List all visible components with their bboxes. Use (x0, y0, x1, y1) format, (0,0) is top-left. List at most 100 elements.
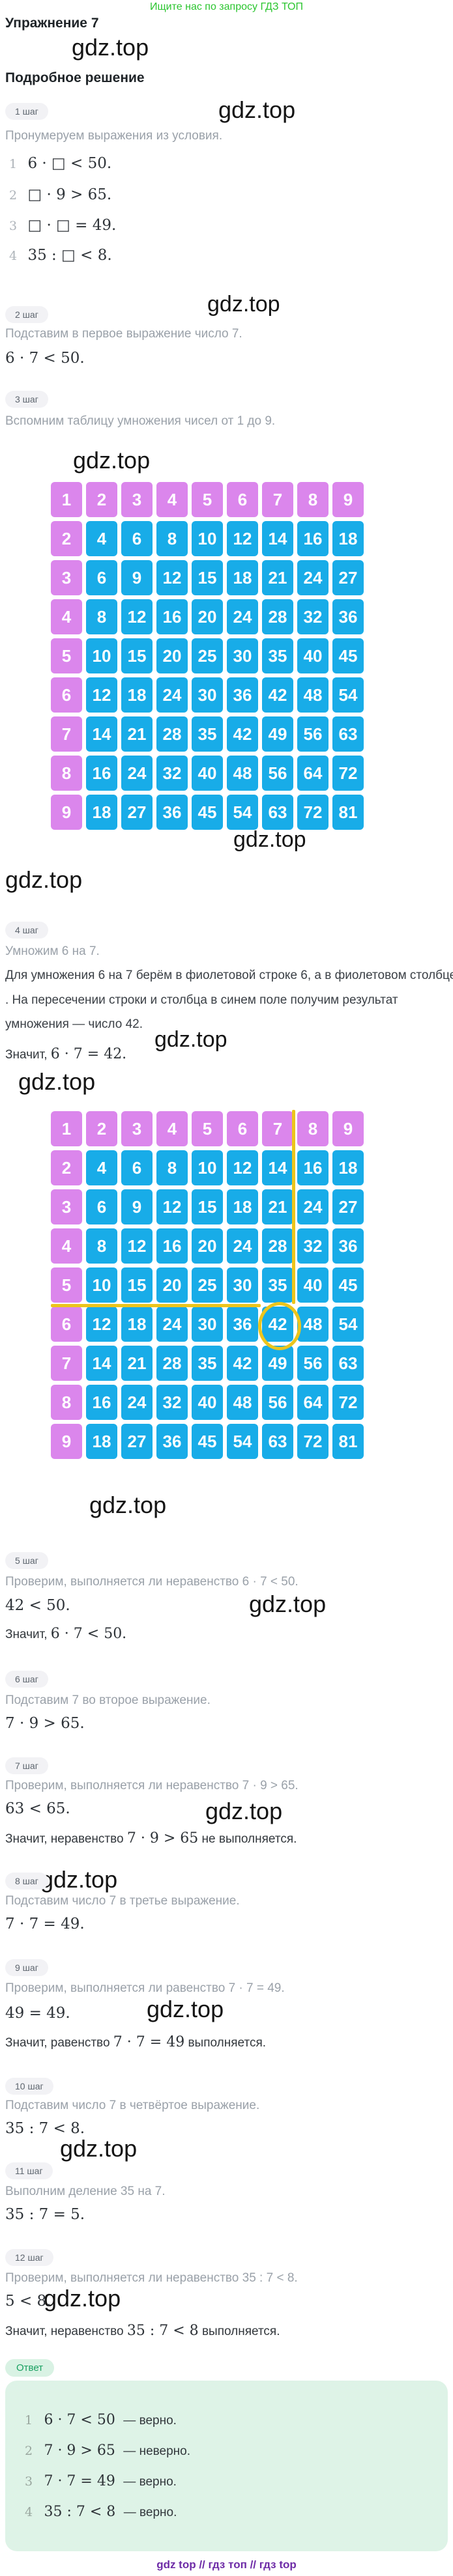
answer-number: 2 (25, 2444, 33, 2458)
multiplication-table-1: 1 2 3 4 5 6 7 8 9 2 4 6 8 10 12 14 16 18 3 6 9 12 15 18 21 24 27 4 8… (51, 482, 364, 830)
table-cell: 40 (192, 1385, 223, 1420)
table-cell: 27 (332, 1189, 364, 1224)
watermark-gdz-top: gdz.top (89, 1492, 167, 1518)
table-cell: 8 (297, 1111, 329, 1146)
table-cell: 3 (51, 560, 82, 595)
table-cell: 14 (262, 521, 293, 556)
table-cell: 24 (297, 560, 329, 595)
table-cell: 2 (51, 521, 82, 556)
answer-expression: 35 : 7 < 8 (44, 2504, 116, 2520)
watermark-gdz-top: gdz.top (44, 2285, 121, 2312)
footer-brand-text: gdz top // гдз топ // гдз top (156, 2558, 297, 2571)
answer-verdict: — верно. (123, 2414, 177, 2427)
step-badge: 6 шаг (5, 1671, 48, 1688)
table-cell: 63 (332, 1346, 364, 1381)
table-cell: 24 (121, 756, 153, 791)
table-cell: 56 (297, 716, 329, 752)
step-note: Проверим, выполняется ли неравенство 35 … (5, 2271, 298, 2285)
table-cell: 40 (297, 1267, 329, 1303)
page-title: Упражнение 7 (5, 16, 99, 31)
table-cell: 20 (192, 599, 223, 634)
table-cell: 56 (262, 1385, 293, 1420)
table-cell: 3 (51, 1189, 82, 1224)
table-cell: 72 (332, 756, 364, 791)
table-cell: 36 (332, 1228, 364, 1264)
table-cell: 25 (192, 1267, 223, 1303)
table-cell: 4 (51, 1228, 82, 1264)
watermark-gdz-top: gdz.top (60, 2135, 138, 2162)
table-cell: 36 (332, 599, 364, 634)
conclusion-prefix: Значит, неравенство (5, 2325, 127, 2338)
step-paragraph-line: Для умножения 6 на 7 берём в фиолетовой … (5, 969, 453, 982)
table-cell: 54 (332, 1307, 364, 1342)
table-cell: 15 (192, 1189, 223, 1224)
table-cell: 64 (297, 1385, 329, 1420)
table-cell: 8 (86, 599, 117, 634)
answer-number: 4 (25, 2505, 33, 2519)
table-cell: 1 (51, 1111, 82, 1146)
table-cell: 36 (156, 1424, 188, 1459)
table-cell: 5 (51, 638, 82, 673)
condition-item: 2 □ · 9 > 65. (9, 186, 111, 203)
watermark-gdz-top: gdz.top (233, 827, 306, 852)
step-badge: 12 шаг (5, 2249, 53, 2266)
table-cell: 7 (51, 716, 82, 752)
conclusion-suffix: выполняется. (184, 2036, 267, 2050)
table-cell: 36 (156, 795, 188, 830)
table-cell: 30 (227, 638, 258, 673)
condition-item: 1 6 · □ < 50. (9, 155, 111, 172)
table-cell: 14 (262, 1150, 293, 1185)
table-cell: 18 (227, 560, 258, 595)
table-cell: 9 (332, 482, 364, 517)
answer-item: 4 35 : 7 < 8 — верно. (25, 2504, 177, 2520)
table-cell: 6 (51, 677, 82, 713)
step-badge: 8 шаг (5, 1873, 48, 1890)
table-cell: 8 (86, 1228, 117, 1264)
step-note: Проверим, выполняется ли неравенство 6 ·… (5, 1575, 299, 1589)
conclusion-math: 6 · 7 = 42. (50, 1046, 127, 1062)
watermark-gdz-top: gdz.top (205, 1798, 283, 1824)
table-cell: 2 (86, 1111, 117, 1146)
table-cell: 10 (86, 1267, 117, 1303)
math-line: 49 = 49. (5, 2005, 70, 2022)
table-cell: 8 (51, 1385, 82, 1420)
table-cell: 36 (227, 677, 258, 713)
table-cell: 12 (121, 1228, 153, 1264)
table-cell: 48 (227, 1385, 258, 1420)
step-badge: 4 шаг (5, 922, 48, 939)
step-conclusion: Значит, 6 · 7 < 50. (5, 1626, 126, 1642)
table-cell: 49 (262, 716, 293, 752)
table-cell: 21 (262, 1189, 293, 1224)
conclusion-prefix: Значит, равенство (5, 2036, 113, 2050)
answer-item: 3 7 · 7 = 49 — верно. (25, 2473, 177, 2489)
answer-expression: 7 · 7 = 49 (44, 2473, 115, 2489)
condition-number: 2 (9, 188, 18, 203)
table-cell: 45 (332, 1267, 364, 1303)
table-cell: 18 (86, 1424, 117, 1459)
watermark-gdz-top: gdz.top (40, 1866, 118, 1893)
table-cell: 5 (51, 1267, 82, 1303)
table-cell: 48 (297, 677, 329, 713)
math-line: 42 < 50. (5, 1597, 70, 1614)
table-cell: 9 (121, 1189, 153, 1224)
watermark-gdz-top: gdz.top (249, 1591, 327, 1617)
table-cell: 54 (227, 1424, 258, 1459)
table-cell: 12 (156, 1189, 188, 1224)
table-cell: 5 (192, 1111, 223, 1146)
table-cell: 32 (297, 599, 329, 634)
table-cell: 20 (156, 638, 188, 673)
table-cell: 12 (121, 599, 153, 634)
table-cell: 48 (297, 1307, 329, 1342)
condition-number: 3 (9, 219, 18, 233)
table-cell: 7 (262, 482, 293, 517)
conclusion-suffix: выполняется. (198, 2325, 280, 2338)
table-cell: 16 (156, 1228, 188, 1264)
step-conclusion: Значит, неравенство 35 : 7 < 8 выполняет… (5, 2323, 280, 2339)
answer-verdict: — верно. (123, 2475, 177, 2489)
conclusion-math: 6 · 7 < 50. (50, 1626, 127, 1642)
table-cell: 35 (192, 716, 223, 752)
table-cell: 20 (156, 1267, 188, 1303)
table-cell: 15 (121, 1267, 153, 1303)
table-cell: 49 (262, 1346, 293, 1381)
